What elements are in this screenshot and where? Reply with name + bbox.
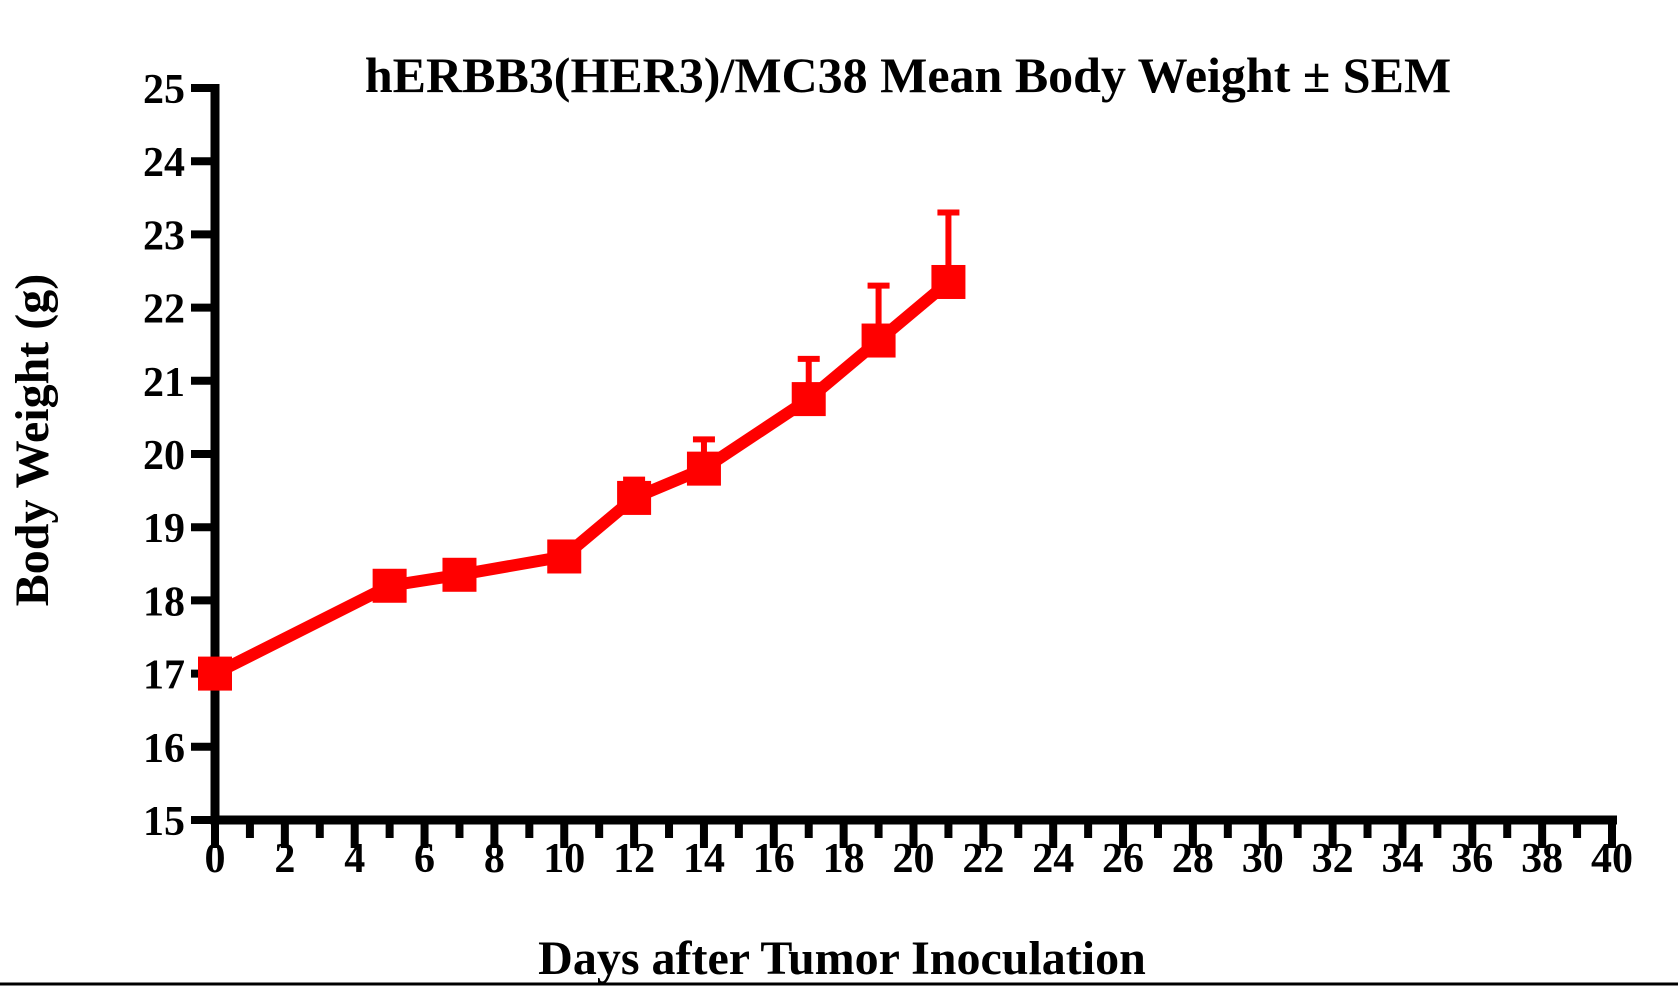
x-tick-label: 22 bbox=[962, 836, 1004, 882]
x-tick-label: 8 bbox=[484, 836, 505, 882]
y-tick-label: 18 bbox=[143, 579, 185, 625]
data-point-marker bbox=[686, 451, 721, 486]
x-tick-label: 12 bbox=[613, 836, 655, 882]
x-axis-title: Days after Tumor Inoculation bbox=[538, 932, 1146, 985]
x-tick-label: 10 bbox=[543, 836, 585, 882]
data-point-marker bbox=[931, 264, 966, 299]
x-tick-label: 6 bbox=[414, 836, 435, 882]
y-tick-label: 15 bbox=[143, 799, 185, 845]
x-tick-label: 40 bbox=[1591, 836, 1633, 882]
y-tick-label: 21 bbox=[143, 360, 185, 406]
y-tick-label: 17 bbox=[143, 653, 185, 699]
x-tick-label: 2 bbox=[274, 836, 295, 882]
x-tick-label: 34 bbox=[1381, 836, 1423, 882]
data-series bbox=[198, 209, 966, 691]
x-tick-label: 24 bbox=[1032, 836, 1074, 882]
data-point-marker bbox=[547, 539, 582, 574]
y-tick-label: 24 bbox=[143, 140, 185, 186]
y-axis-title: Body Weight (g) bbox=[6, 274, 59, 606]
data-point-marker bbox=[861, 323, 896, 358]
x-tick-label: 4 bbox=[344, 836, 365, 882]
x-tick-label: 30 bbox=[1242, 836, 1284, 882]
x-tick-label: 28 bbox=[1172, 836, 1214, 882]
x-tick-label: 16 bbox=[753, 836, 795, 882]
x-tick-label: 14 bbox=[683, 836, 725, 882]
x-tick-label: 0 bbox=[205, 836, 226, 882]
x-tick-label: 26 bbox=[1102, 836, 1144, 882]
chart-title: hERBB3(HER3)/MC38 Mean Body Weight ± SEM bbox=[365, 47, 1451, 103]
y-tick-label: 25 bbox=[143, 67, 185, 113]
x-tick-label: 20 bbox=[893, 836, 935, 882]
data-point-marker bbox=[442, 557, 477, 592]
y-tick-label: 23 bbox=[143, 213, 185, 259]
x-tick-label: 32 bbox=[1312, 836, 1354, 882]
x-tick-label: 38 bbox=[1521, 836, 1563, 882]
data-point-marker bbox=[198, 656, 232, 691]
data-point-marker bbox=[617, 480, 652, 515]
data-point-marker bbox=[372, 568, 407, 603]
y-tick-label: 19 bbox=[143, 506, 185, 552]
series-line bbox=[212, 277, 953, 679]
data-point-marker bbox=[791, 382, 826, 417]
y-tick-label: 16 bbox=[143, 726, 185, 772]
y-tick-label: 20 bbox=[143, 433, 185, 479]
x-tick-label: 36 bbox=[1451, 836, 1493, 882]
x-tick-label: 18 bbox=[823, 836, 865, 882]
y-tick-label: 22 bbox=[143, 287, 185, 333]
